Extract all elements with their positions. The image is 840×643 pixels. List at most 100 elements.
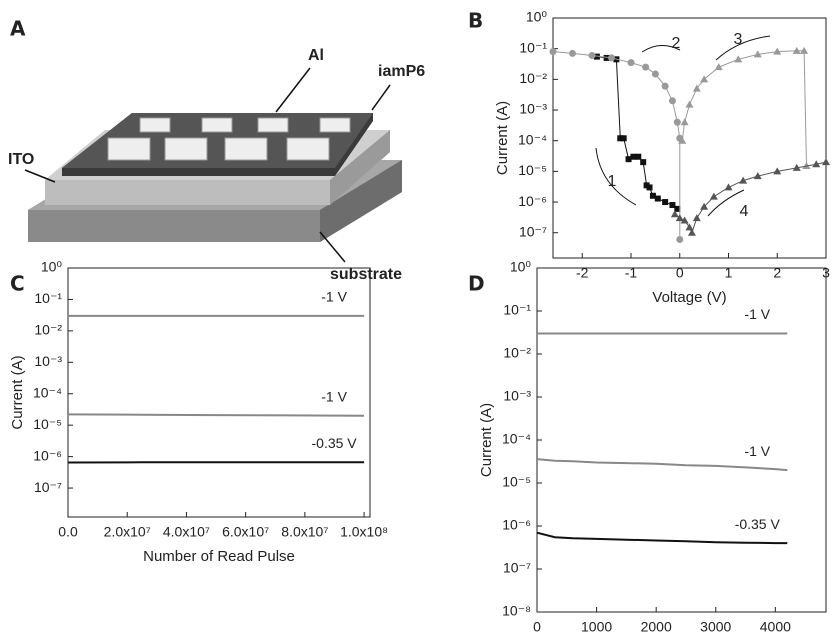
marker [643, 182, 650, 189]
marker [675, 214, 684, 222]
marker [800, 46, 809, 54]
y-tick-label: 10⁻² [503, 345, 531, 361]
y-tick-label: 10⁻⁵ [502, 474, 531, 490]
y-tick-label: 10⁻⁷ [503, 560, 531, 576]
x-tick-label: -1 [625, 265, 638, 281]
x-tick-label: 4.0x10⁷ [163, 524, 210, 540]
al-pad [139, 117, 171, 133]
marker [617, 135, 624, 142]
marker [753, 50, 762, 58]
y-tick-label: 10⁻⁴ [502, 431, 531, 447]
x-axis-label: Voltage (V) [652, 289, 726, 306]
series-label: -1 V [744, 443, 770, 459]
y-tick-label: 10⁻⁷ [34, 479, 62, 495]
series-line [536, 531, 788, 545]
arrow [371, 84, 391, 111]
y-tick-label: 10⁻⁶ [518, 193, 547, 209]
x-tick-label: 2 [773, 265, 781, 281]
marker [700, 75, 709, 83]
al-pad [164, 137, 208, 161]
series-label: -1 V [744, 306, 770, 322]
y-tick-label: 10⁰ [510, 259, 532, 275]
label-arrows [24, 67, 391, 263]
plot-frame [536, 267, 827, 613]
marker [640, 159, 647, 166]
marker [709, 192, 718, 200]
marker [569, 49, 576, 57]
marker [700, 202, 709, 210]
arrow [595, 147, 637, 206]
series-label: -0.35 V [312, 435, 358, 451]
marker [812, 160, 821, 168]
arrow [707, 189, 745, 217]
annotation: 1 [608, 173, 617, 190]
marker [661, 82, 669, 90]
marker [792, 163, 801, 171]
series-line [536, 458, 788, 472]
x-tick-label: 2000 [641, 619, 672, 635]
marker [651, 70, 659, 78]
al-pad [107, 137, 151, 161]
annotation: 2 [672, 35, 681, 52]
plot-frame [67, 267, 371, 518]
x-tick-label: 0 [676, 265, 684, 281]
x-tick-label: 1 [725, 265, 733, 281]
al-pad [257, 117, 289, 133]
marker [654, 195, 661, 202]
marker [773, 47, 782, 55]
marker [714, 63, 723, 71]
al-pad [286, 137, 330, 161]
marker [739, 176, 748, 184]
y-tick-label: 10⁻⁴ [33, 384, 62, 400]
y-tick-label: 10⁰ [41, 259, 63, 275]
marker [773, 167, 782, 175]
marker [680, 216, 689, 224]
marker [724, 183, 733, 191]
x-tick-label: 6.0x10⁷ [222, 524, 269, 540]
marker [603, 54, 610, 61]
y-tick-label: 10⁻⁶ [33, 447, 62, 463]
panel-letter: C [10, 272, 25, 296]
marker [549, 48, 557, 56]
al-pad [201, 117, 233, 133]
ito-side [330, 130, 390, 205]
x-tick-label: 4000 [760, 619, 791, 635]
y-tick-label: 10⁰ [526, 9, 548, 25]
plot-frame [552, 17, 827, 259]
y-tick-label: 10⁻² [519, 70, 547, 86]
series-line [67, 413, 365, 417]
annotation: 4 [740, 203, 749, 220]
marker [673, 118, 681, 126]
arrow [24, 169, 56, 183]
x-tick-label: 0.0 [58, 524, 78, 540]
device-diagram: A Al iamP6 ITO substrate [8, 17, 425, 284]
marker [753, 172, 762, 180]
y-tick-label: 10⁻⁵ [33, 416, 62, 432]
marker [662, 199, 669, 206]
y-tick-label: 10⁻⁸ [502, 603, 531, 619]
label-al: Al [308, 47, 324, 64]
series-label: -0.35 V [735, 516, 781, 532]
panel-letter: D [468, 272, 485, 296]
marker [649, 192, 656, 199]
marker [692, 84, 701, 92]
marker [620, 135, 627, 142]
y-tick-label: 10⁻² [34, 322, 62, 338]
marker [822, 158, 830, 166]
x-axis-label: Number of Read Pulse [143, 548, 295, 565]
arrow [319, 231, 346, 263]
x-tick-label: 1000 [581, 619, 612, 635]
arrow [641, 45, 681, 53]
label-substrate: substrate [330, 266, 402, 283]
y-tick-label: 10⁻⁶ [502, 517, 531, 533]
y-tick-label: 10⁻¹ [503, 302, 531, 318]
y-tick-label: 10⁻³ [34, 353, 62, 369]
series-line [552, 51, 681, 240]
marker [680, 118, 689, 126]
annotation: 3 [734, 31, 743, 48]
y-tick-label: 10⁻¹ [34, 290, 62, 306]
y-axis-label: Current (A) [478, 403, 495, 477]
y-tick-label: 10⁻⁷ [519, 223, 547, 239]
x-tick-label: 2.0x10⁷ [104, 524, 151, 540]
